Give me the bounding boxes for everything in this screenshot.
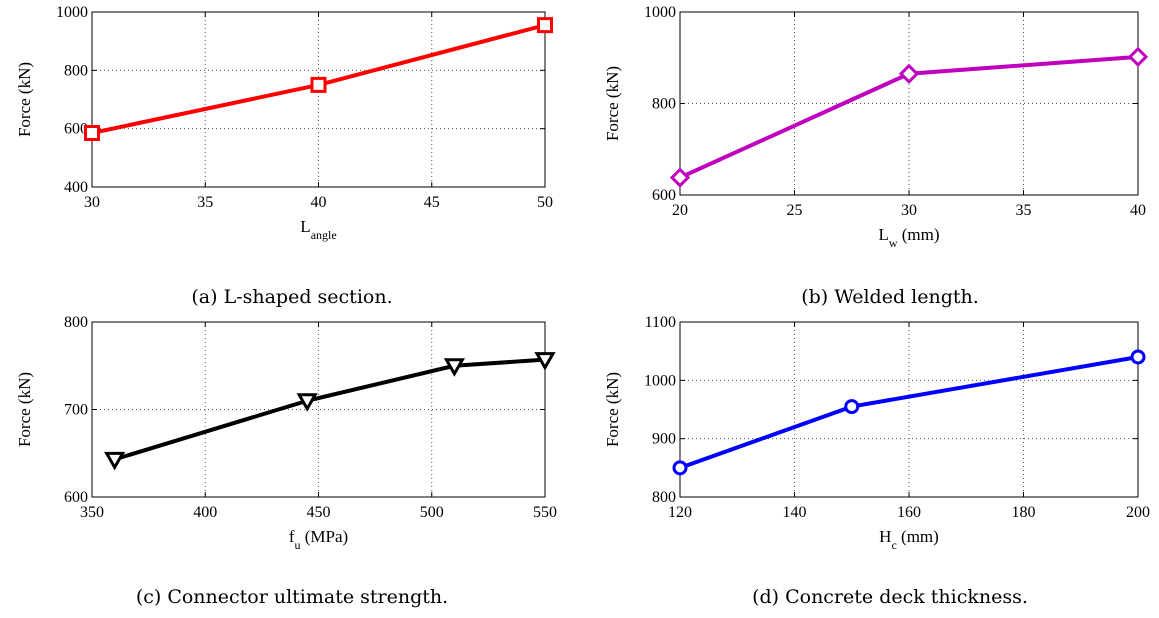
- x-axis-label-unit-b: (mm): [898, 225, 940, 244]
- x-axis-label-b: Lw (mm): [878, 225, 939, 250]
- caption-b: (b) Welded length.: [801, 286, 979, 308]
- y-tick-label-b: 1000: [644, 4, 676, 21]
- x-axis-label-c: fu (MPa): [289, 527, 348, 552]
- data-point-d: [1130, 349, 1146, 365]
- x-axis-label-unit-d: (mm): [897, 527, 939, 546]
- x-axis-label-sub-d: c: [891, 538, 896, 552]
- data-point-a: [537, 17, 553, 34]
- x-tick-label-a: 35: [197, 194, 213, 211]
- data-point-c: [534, 352, 556, 371]
- caption-d: (d) Concrete deck thickness.: [752, 586, 1028, 608]
- x-tick-label-c: 400: [193, 504, 217, 521]
- x-tick-label-b: 25: [787, 202, 803, 219]
- y-tick-label-d: 1100: [645, 314, 676, 331]
- y-tick-label-c: 800: [64, 314, 88, 331]
- data-point-a: [310, 76, 327, 93]
- x-tick-label-b: 20: [672, 202, 688, 219]
- y-tick-label-c: 700: [64, 402, 88, 419]
- x-tick-label-c: 550: [533, 504, 557, 521]
- x-tick-label-d: 200: [1126, 504, 1150, 521]
- x-axis-label-unit-c: (MPa): [300, 527, 348, 546]
- y-tick-label-a: 1000: [56, 4, 88, 21]
- y-axis-label-c: Force (kN): [15, 372, 34, 447]
- data-point-c: [443, 358, 465, 377]
- y-tick-label-d: 1000: [644, 372, 676, 389]
- y-tick-label-d: 900: [652, 431, 676, 448]
- x-axis-label-sub-b: w: [889, 236, 898, 250]
- x-tick-label-a: 45: [424, 194, 440, 211]
- y-tick-label-a: 600: [64, 121, 88, 138]
- x-tick-label-a: 40: [311, 194, 327, 211]
- x-tick-label-c: 500: [420, 504, 444, 521]
- x-tick-label-d: 120: [668, 504, 692, 521]
- caption-a: (a) L-shaped section.: [191, 286, 392, 308]
- panel-c: 350 400 450 500 550 600 700 800 Force (kN) fu (MP…: [15, 314, 557, 552]
- data-point-d: [672, 460, 688, 476]
- x-axis-label-d: Hc (mm): [879, 527, 939, 552]
- panel-b: 20 25 30 35 40 600 800 1000 Force (kN) Lw (mm): [603, 4, 1149, 250]
- x-tick-label-d: 180: [1012, 504, 1036, 521]
- y-tick-label-a: 800: [64, 62, 88, 79]
- x-axis-label-main-d: H: [879, 527, 891, 546]
- x-tick-label-a: 50: [537, 194, 553, 211]
- y-axis-label-a: Force (kN): [15, 62, 34, 137]
- x-axis-label-sub-c: u: [294, 538, 300, 552]
- x-axis-label-a: Langle: [300, 217, 336, 242]
- x-axis-label-sub-a: angle: [311, 228, 337, 242]
- y-tick-label-b: 800: [652, 96, 676, 113]
- panel-a: 30 35 40 45 50 400 600 800 1000 Force (kN) Langle: [15, 4, 553, 242]
- x-tick-label-b: 35: [1016, 202, 1032, 219]
- x-axis-label-main-a: L: [300, 217, 310, 236]
- data-point-b: [1127, 46, 1149, 67]
- caption-c: (c) Connector ultimate strength.: [136, 586, 448, 608]
- x-tick-label-b: 40: [1130, 202, 1146, 219]
- y-tick-label-c: 600: [64, 489, 88, 506]
- y-tick-label-d: 800: [652, 489, 676, 506]
- x-axis-label-main-b: L: [878, 225, 888, 244]
- data-point-a: [84, 125, 100, 142]
- data-point-b: [669, 167, 691, 188]
- x-tick-label-c: 450: [307, 504, 331, 521]
- x-tick-label-a: 30: [84, 194, 100, 211]
- x-tick-label-b: 30: [901, 202, 917, 219]
- y-tick-label-a: 400: [64, 179, 88, 196]
- series-line-d: [678, 355, 1140, 470]
- x-tick-label-d: 160: [897, 504, 921, 521]
- data-point-b: [898, 63, 920, 84]
- data-point-d: [844, 399, 860, 415]
- data-point-c: [104, 451, 126, 471]
- y-axis-label-b: Force (kN): [603, 66, 622, 141]
- x-tick-label-c: 350: [80, 504, 104, 521]
- y-tick-label-b: 600: [652, 187, 676, 204]
- panel-d: 120 140 160 180 200 800 900 1000 1100 Force (kN) H…: [603, 314, 1150, 552]
- y-axis-label-d: Force (kN): [603, 372, 622, 447]
- data-point-c: [296, 393, 318, 412]
- series-line-c: [112, 357, 547, 462]
- x-axis-label-main-c: f: [289, 527, 295, 546]
- x-tick-label-d: 140: [783, 504, 807, 521]
